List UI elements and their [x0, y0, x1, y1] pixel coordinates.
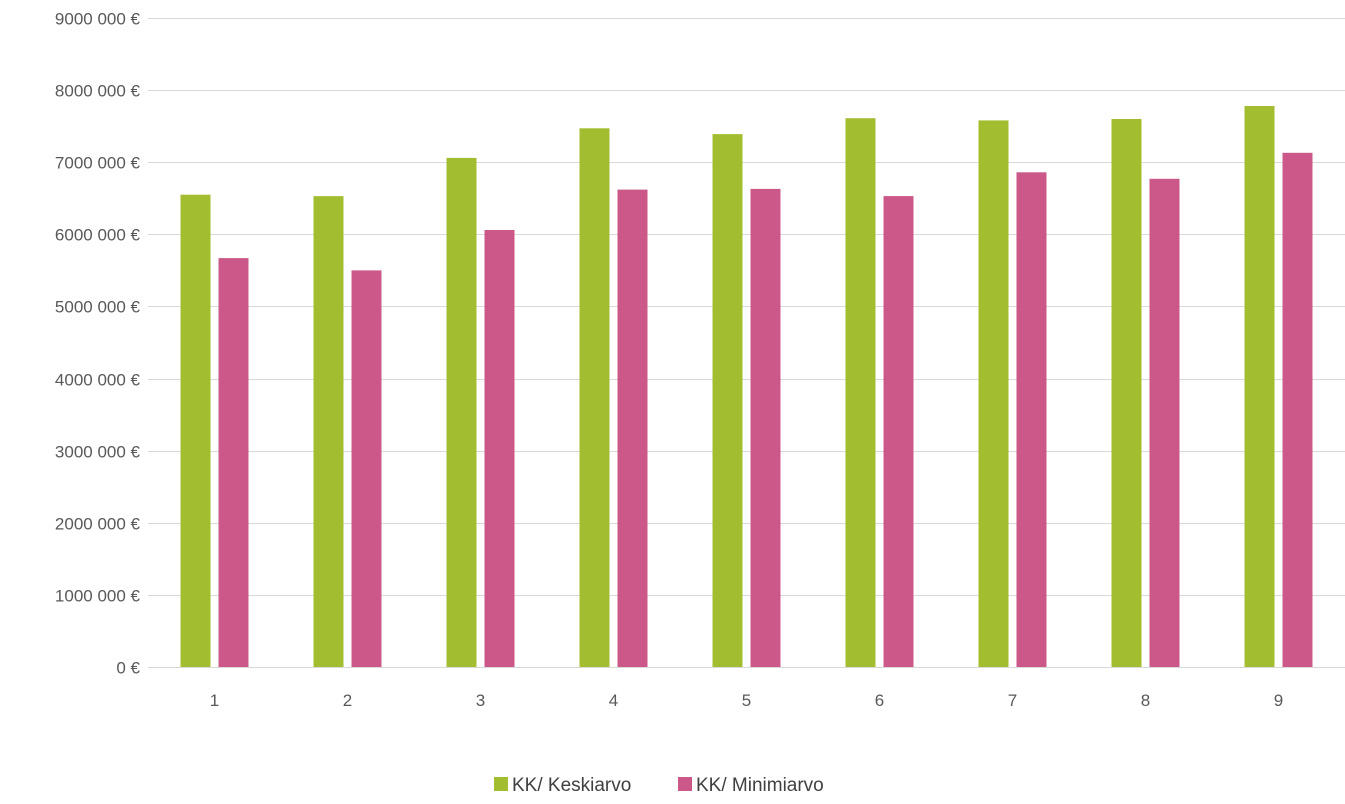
y-tick-label: 7000 000 €	[55, 154, 141, 173]
x-tick-label: 2	[343, 691, 352, 710]
bar-minimiarvo	[484, 230, 515, 667]
y-tick-label: 4000 000 €	[55, 371, 141, 390]
y-tick-label: 2000 000 €	[55, 515, 141, 534]
y-tick-label: 0 €	[116, 659, 140, 678]
bar-minimiarvo	[351, 270, 382, 667]
legend-swatch	[494, 777, 508, 791]
x-tick-label: 9	[1274, 691, 1283, 710]
bar-keskiarvo	[845, 118, 876, 667]
x-tick-label: 7	[1008, 691, 1017, 710]
y-tick-label: 5000 000 €	[55, 298, 141, 317]
x-tick-label: 6	[875, 691, 884, 710]
bar-keskiarvo	[1111, 119, 1142, 667]
y-axis-ticks: 0 € 1000 000 € 2000 000 € 3000 000 € 4000 00…	[55, 10, 141, 678]
x-axis-ticks: 1 2 3 4 5 6 7 8 9	[210, 691, 1283, 710]
y-tick-label: 6000 000 €	[55, 226, 141, 245]
y-tick-label: 9000 000 €	[55, 10, 141, 29]
x-tick-label: 5	[742, 691, 751, 710]
legend-label: KK/ Minimiarvo	[696, 775, 824, 796]
bar-keskiarvo	[1244, 106, 1275, 667]
bar-minimiarvo	[1016, 172, 1047, 668]
y-tick-label: 3000 000 €	[55, 443, 141, 462]
y-tick-label: 8000 000 €	[55, 82, 141, 101]
bar-keskiarvo	[446, 157, 477, 667]
legend-label: KK/ Keskiarvo	[512, 775, 631, 796]
x-tick-label: 4	[609, 691, 618, 710]
x-tick-label: 3	[476, 691, 485, 710]
x-tick-label: 1	[210, 691, 219, 710]
legend: KK/ Keskiarvo KK/ Minimiarvo	[494, 775, 824, 796]
bar-minimiarvo	[750, 188, 781, 667]
bar-minimiarvo	[218, 258, 249, 667]
bar-keskiarvo	[313, 196, 344, 667]
bar-minimiarvo	[1282, 152, 1313, 668]
x-tick-label: 8	[1141, 691, 1150, 710]
bar-minimiarvo	[617, 189, 648, 667]
bars	[180, 106, 1313, 668]
gridlines	[148, 18, 1345, 668]
bar-keskiarvo	[180, 194, 211, 667]
bar-keskiarvo	[978, 120, 1009, 667]
bar-minimiarvo	[883, 196, 914, 667]
bar-minimiarvo	[1149, 178, 1180, 668]
bar-keskiarvo	[579, 128, 610, 668]
legend-swatch	[678, 777, 692, 791]
bar-keskiarvo	[712, 134, 743, 668]
y-tick-label: 1000 000 €	[55, 587, 141, 606]
